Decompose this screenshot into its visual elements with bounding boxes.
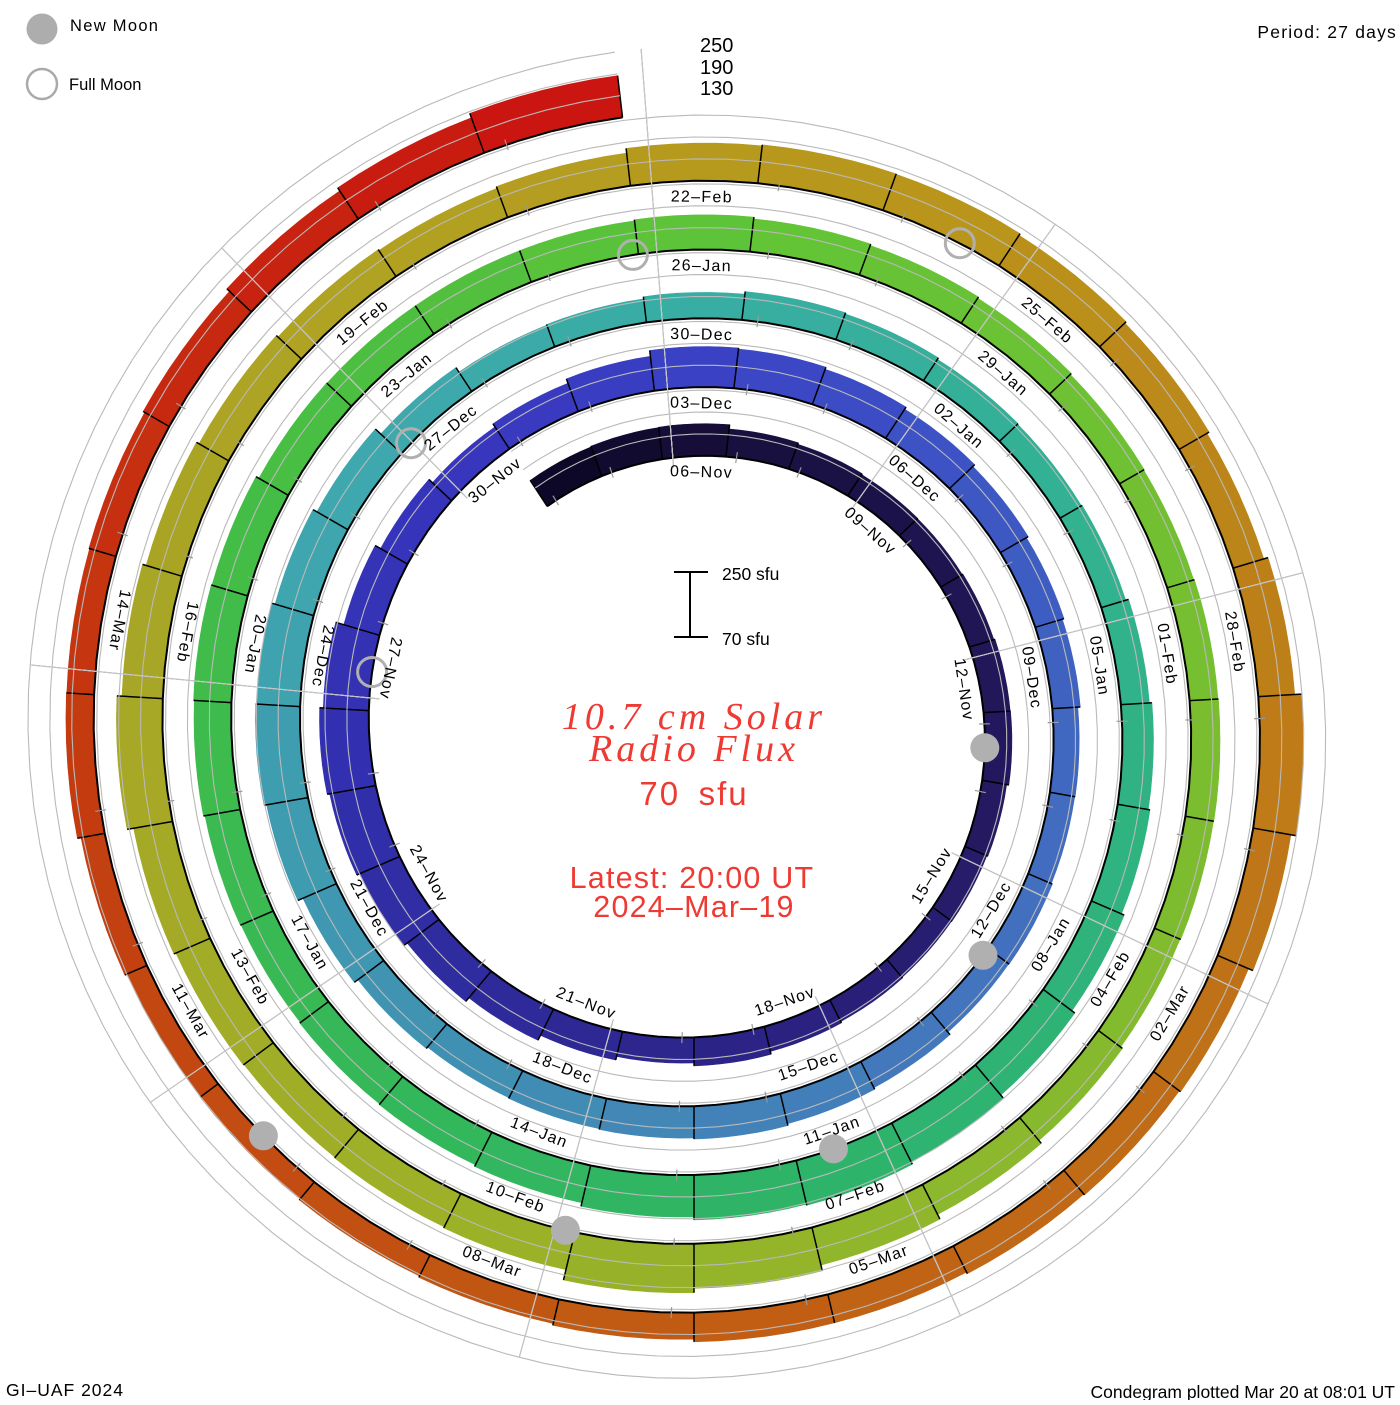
svg-text:70 sfu: 70 sfu (639, 775, 748, 812)
svg-text:70 sfu: 70 sfu (722, 629, 770, 649)
svg-text:03–Dec: 03–Dec (670, 395, 733, 413)
svg-text:30–Dec: 30–Dec (670, 326, 733, 344)
svg-text:Radio Flux: Radio Flux (588, 728, 799, 770)
svg-text:Full Moon: Full Moon (69, 76, 141, 94)
svg-text:06–Nov: 06–Nov (670, 463, 733, 482)
svg-text:Period: 27 days: Period: 27 days (1257, 22, 1397, 42)
svg-text:130: 130 (700, 78, 733, 100)
svg-text:22–Feb: 22–Feb (671, 188, 733, 206)
svg-text:26–Jan: 26–Jan (671, 257, 732, 275)
svg-text:New Moon: New Moon (70, 17, 159, 35)
svg-text:250: 250 (700, 35, 733, 57)
svg-text:Condegram plotted Mar 20 at 08: Condegram plotted Mar 20 at 08:01 UT (1091, 1382, 1396, 1400)
svg-text:2024–Mar–19: 2024–Mar–19 (593, 890, 794, 924)
svg-text:190: 190 (700, 57, 733, 79)
svg-text:250 sfu: 250 sfu (722, 564, 779, 584)
svg-text:GI–UAF 2024: GI–UAF 2024 (6, 1380, 124, 1400)
